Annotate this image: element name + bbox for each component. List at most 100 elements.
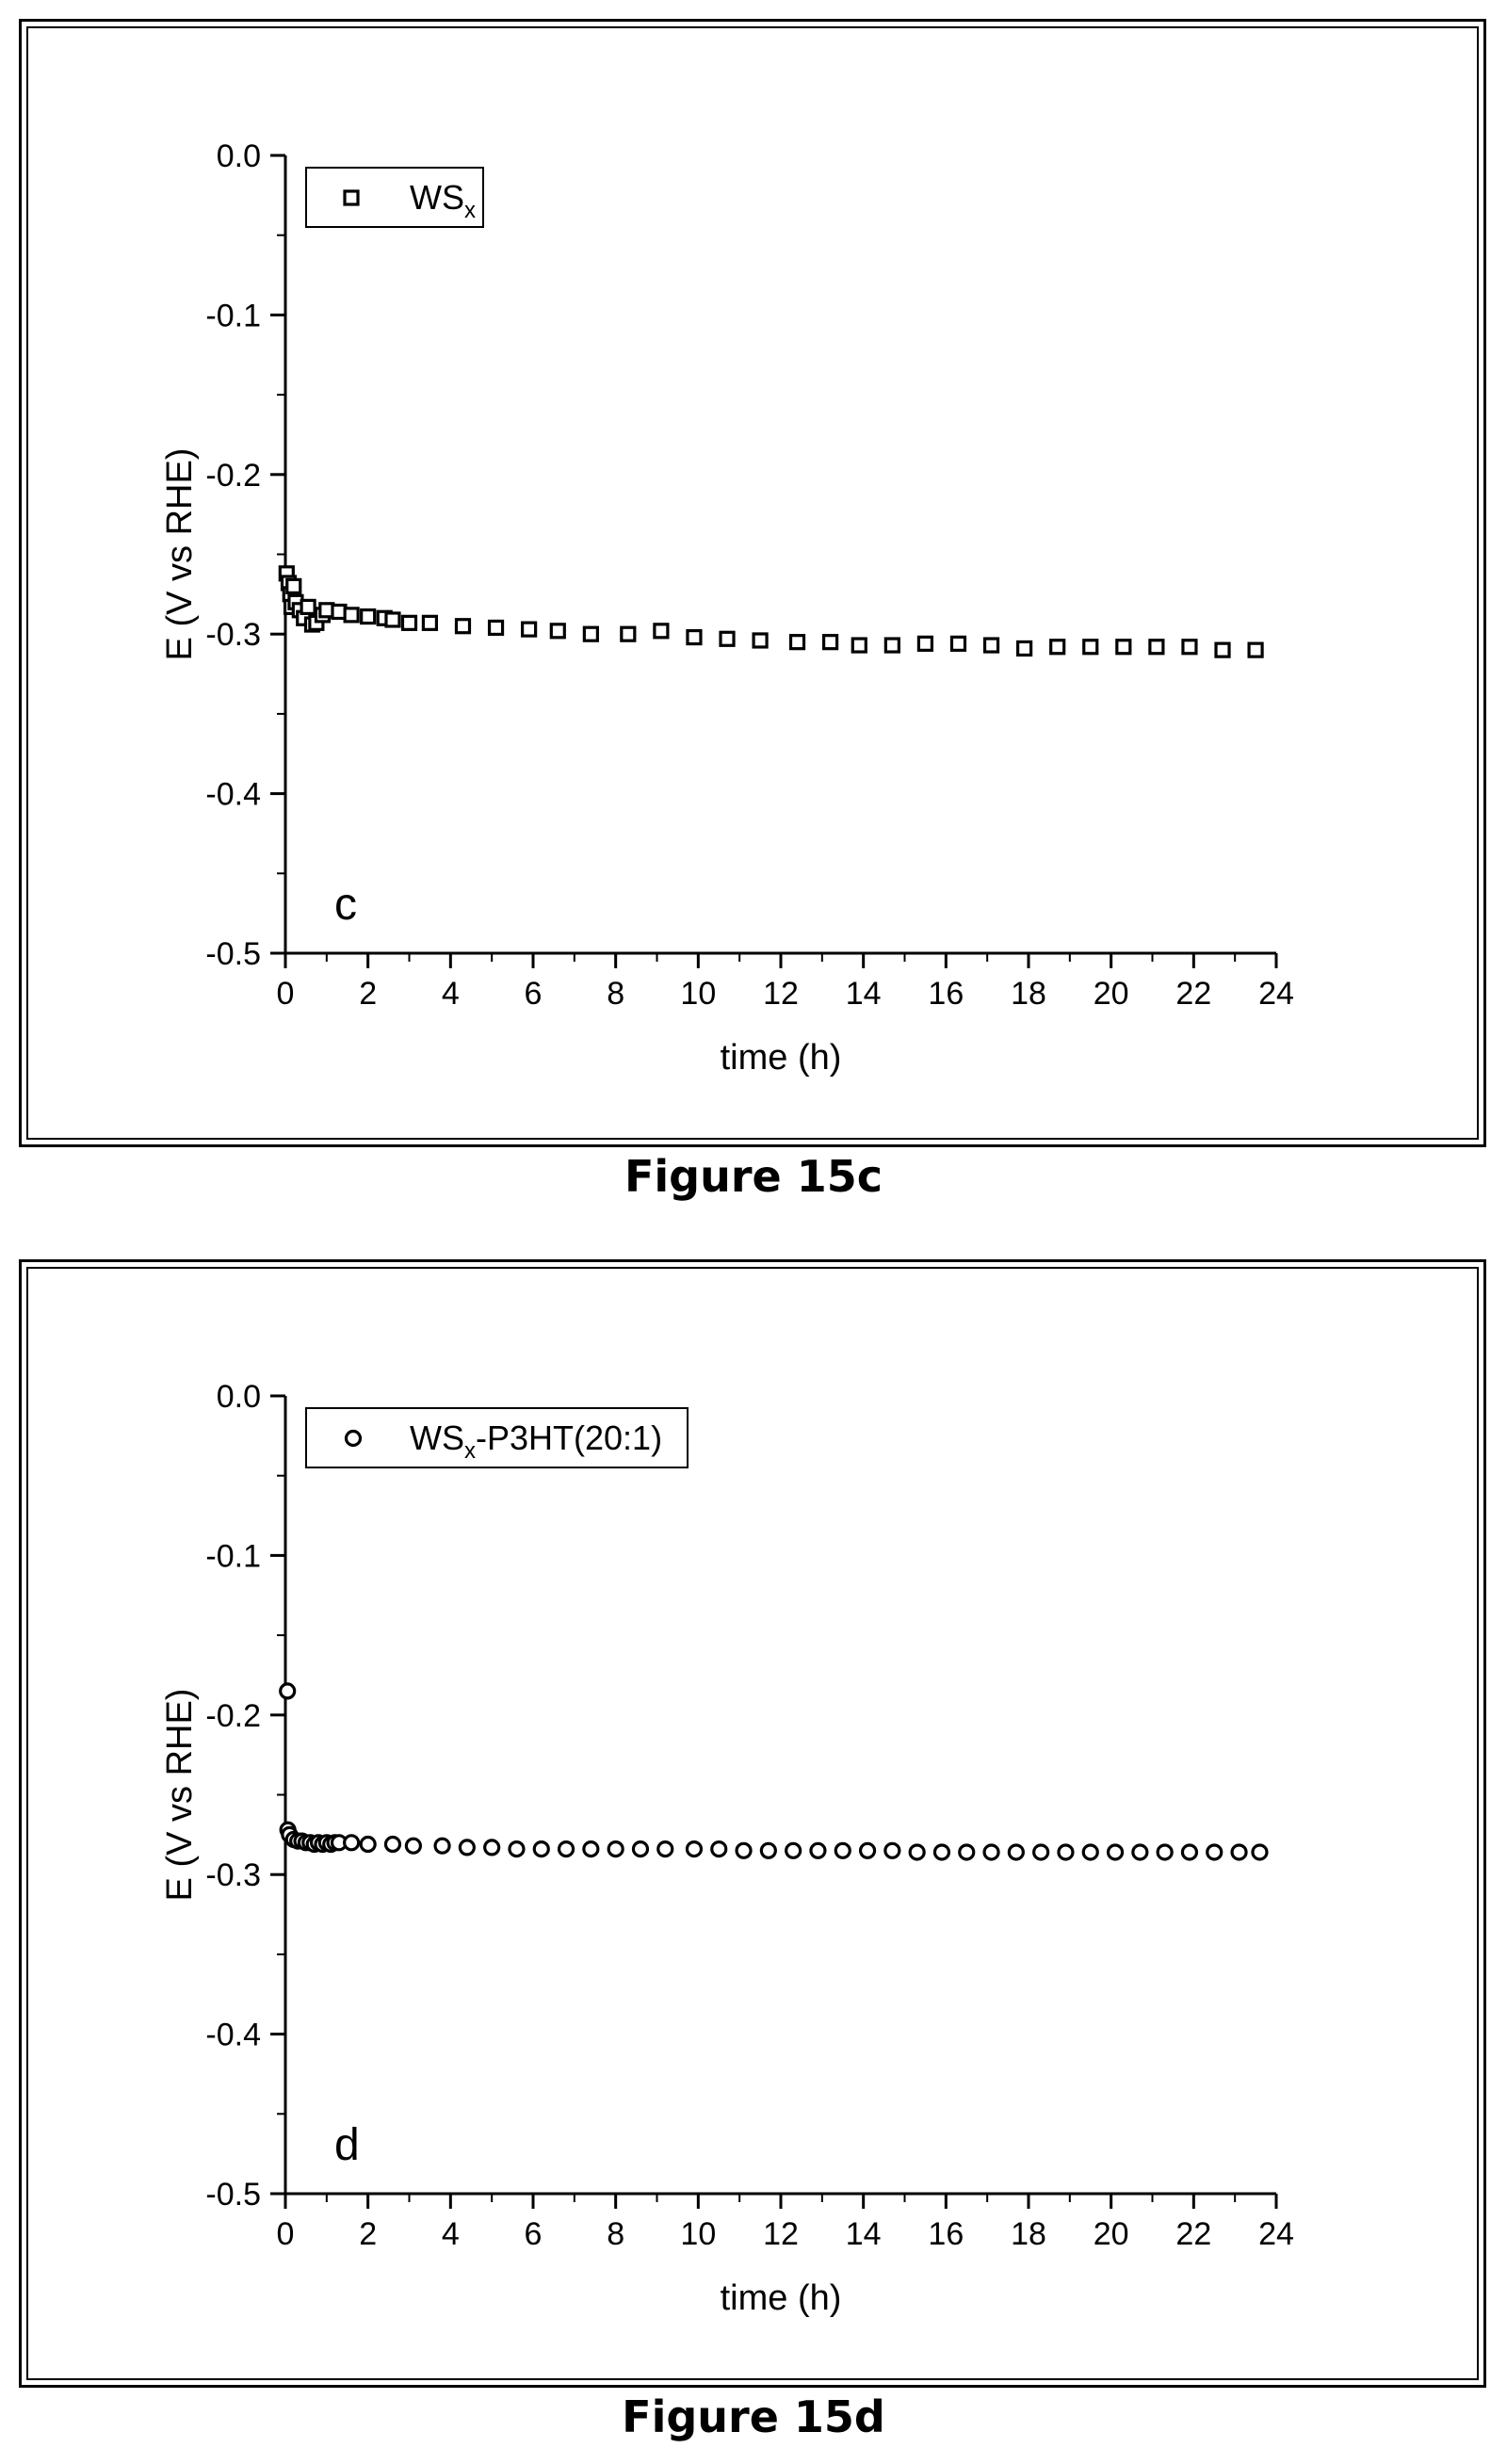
y-tick-label: -0.5	[205, 936, 261, 972]
x-tick-label: 2	[359, 976, 377, 1012]
figure-frame-inner-c	[26, 26, 1479, 1140]
x-axis-label: time (h)	[721, 2278, 842, 2318]
data-point-circle	[908, 1843, 926, 1861]
data-point-circle	[785, 1841, 802, 1859]
data-point-square	[752, 632, 769, 649]
x-tick-label: 8	[607, 976, 624, 1012]
panel-label: d	[334, 2120, 360, 2170]
data-point-circle	[557, 1840, 575, 1858]
data-point-circle	[656, 1840, 674, 1858]
y-tick-label: -0.5	[205, 2177, 261, 2213]
data-point-square	[1247, 641, 1264, 658]
legend-label: WSx-P3HT(20:1)	[410, 1418, 662, 1464]
x-tick-label: 22	[1175, 2216, 1211, 2252]
data-point-circle	[1156, 1843, 1174, 1861]
data-point-circle	[1032, 1843, 1050, 1861]
data-point-circle	[1007, 1843, 1025, 1861]
legend-box	[305, 167, 484, 228]
data-point-circle	[532, 1840, 550, 1858]
data-point-circle	[1057, 1843, 1075, 1861]
x-tick-label: 22	[1175, 976, 1211, 1012]
data-point-square	[949, 635, 967, 652]
data-point-square	[1148, 639, 1165, 656]
data-point-circle	[1230, 1843, 1248, 1861]
figure-frame-inner-d	[26, 1267, 1479, 2380]
data-point-square	[549, 623, 566, 640]
x-tick-label: 4	[442, 976, 460, 1012]
data-point-square	[1181, 639, 1198, 656]
data-point-square	[521, 621, 538, 638]
figure-caption-15d: Figure 15d	[622, 2391, 885, 2442]
data-point-circle	[1180, 1843, 1199, 1861]
data-point-square	[1115, 639, 1132, 656]
data-point-circle	[932, 1843, 951, 1861]
data-point-circle	[1106, 1843, 1125, 1861]
data-point-circle	[631, 1840, 650, 1858]
x-tick-label: 2	[359, 2216, 377, 2252]
y-tick-label: -0.4	[205, 777, 261, 813]
data-point-square	[719, 630, 736, 647]
data-point-square	[343, 607, 360, 624]
data-point-circle	[404, 1837, 422, 1855]
y-tick-label: -0.2	[205, 458, 261, 494]
y-tick-label: -0.2	[205, 1698, 261, 1734]
y-axis-label: E (V vs RHE)	[160, 448, 200, 661]
data-point-square	[851, 637, 867, 654]
figure-frame-d	[19, 1259, 1486, 2388]
data-point-circle	[958, 1843, 976, 1861]
data-point-circle	[582, 1840, 600, 1858]
legend-label: WSx	[410, 178, 476, 223]
x-tick-label: 16	[928, 976, 964, 1012]
x-tick-label: 6	[525, 976, 543, 1012]
y-tick-label: 0.0	[217, 1379, 261, 1415]
data-point-circle	[508, 1840, 526, 1858]
legend-label-subscript: x	[464, 1438, 476, 1464]
figure-caption-15c: Figure 15c	[624, 1151, 883, 1202]
figure-frame-c	[19, 19, 1486, 1147]
data-point-square	[360, 608, 377, 625]
x-tick-label: 24	[1258, 976, 1294, 1012]
y-axis-label: E (V vs RHE)	[160, 1689, 200, 1902]
x-tick-label: 24	[1258, 2216, 1294, 2252]
data-point-circle	[343, 1834, 361, 1852]
data-point-circle	[433, 1837, 451, 1855]
x-tick-label: 20	[1094, 976, 1129, 1012]
x-tick-label: 6	[525, 2216, 543, 2252]
data-point-square	[454, 618, 472, 635]
x-tick-label: 10	[680, 976, 716, 1012]
data-point-circle	[685, 1840, 704, 1858]
data-point-circle	[1206, 1843, 1223, 1861]
legend-label-subscript: x	[464, 198, 476, 223]
data-point-circle	[483, 1839, 501, 1856]
data-point-square	[400, 614, 418, 631]
data-point-square	[421, 614, 439, 631]
x-tick-label: 16	[928, 2216, 964, 2252]
data-point-circle	[279, 1682, 297, 1700]
data-point-circle	[1131, 1843, 1149, 1861]
x-tick-label: 4	[442, 2216, 460, 2252]
legend-box	[305, 1407, 689, 1468]
y-tick-label: -0.4	[205, 2018, 261, 2053]
data-point-circle	[883, 1841, 901, 1859]
chart-15d: 0 2 4 6 8 10 12 14 16 18 20 22 240.0-0.1-0.2-0.3-0.4…	[160, 1379, 1294, 2318]
x-tick-label: 10	[680, 2216, 716, 2252]
x-tick-label: 0	[277, 2216, 295, 2252]
data-point-circle	[607, 1840, 624, 1858]
data-point-circle	[710, 1840, 728, 1858]
data-point-square	[821, 634, 839, 651]
data-point-circle	[809, 1841, 827, 1859]
y-tick-label: -0.3	[205, 617, 261, 653]
data-point-circle	[834, 1841, 851, 1859]
data-point-circle	[982, 1843, 1000, 1861]
x-tick-label: 8	[607, 2216, 624, 2252]
legend-marker-square	[343, 189, 360, 206]
data-point-circle	[858, 1841, 877, 1859]
data-point-square	[916, 635, 934, 652]
data-point-square	[788, 634, 806, 651]
data-point-circle	[359, 1835, 377, 1854]
data-point-square	[653, 623, 670, 640]
data-point-circle	[759, 1841, 777, 1859]
chart-15c: 0 2 4 6 8 10 12 14 16 18 20 22 240.0-0.1-0.2-0.3-0.4…	[160, 138, 1294, 1078]
data-point-square	[487, 619, 505, 637]
data-point-square	[883, 637, 900, 654]
